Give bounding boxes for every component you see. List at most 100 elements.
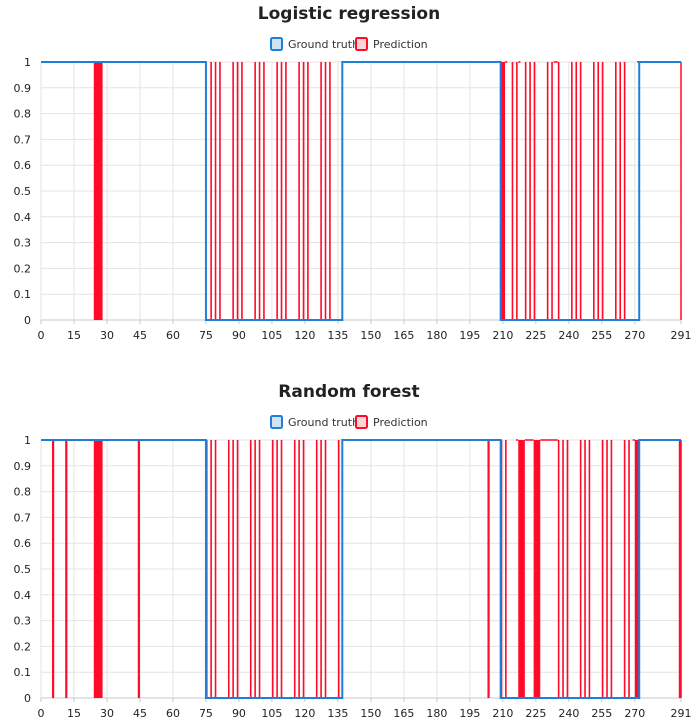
- x-tick-label: 150: [360, 707, 381, 720]
- x-tick-label: 210: [492, 329, 513, 342]
- prediction-spike: [258, 440, 261, 698]
- x-tick-label: 15: [67, 329, 81, 342]
- prediction-spike: [533, 440, 541, 698]
- y-tick-label: 0.3: [14, 237, 32, 250]
- prediction-spike: [562, 440, 564, 698]
- legend-swatch[interactable]: [270, 415, 283, 429]
- prediction-spike: [601, 440, 604, 698]
- prediction-spike: [51, 440, 55, 698]
- x-tick-label: 270: [624, 707, 645, 720]
- legend-swatch[interactable]: [355, 37, 368, 51]
- y-tick-label: 0.3: [14, 615, 32, 628]
- x-tick-label: 270: [624, 329, 645, 342]
- prediction-spike: [487, 440, 490, 698]
- prediction-spike: [298, 440, 300, 698]
- prediction-spike: [320, 62, 322, 320]
- prediction-spike: [337, 440, 340, 698]
- prediction-spike: [219, 62, 221, 320]
- x-tick-label: 195: [459, 329, 480, 342]
- prediction-spike: [258, 62, 261, 320]
- prediction-spike: [588, 440, 591, 698]
- prediction-spike: [320, 440, 322, 698]
- prediction-spike: [601, 62, 604, 320]
- x-tick-label: 165: [393, 329, 414, 342]
- y-tick-label: 0.9: [14, 460, 32, 473]
- prediction-spike: [546, 62, 549, 320]
- legend-label[interactable]: Prediction: [373, 38, 428, 51]
- prediction-spike: [678, 440, 681, 698]
- y-tick-label: 0.1: [14, 288, 32, 301]
- ground-truth-line: [41, 439, 681, 699]
- legend-swatch[interactable]: [355, 415, 368, 429]
- legend-swatch[interactable]: [270, 37, 283, 51]
- y-tick-label: 0.7: [14, 133, 32, 146]
- prediction-spike: [571, 62, 573, 320]
- x-tick-label: 150: [360, 329, 381, 342]
- y-tick-label: 0.6: [14, 159, 32, 172]
- y-tick-label: 0.5: [14, 563, 32, 576]
- prediction-spike: [236, 62, 239, 320]
- prediction-spike: [227, 440, 230, 698]
- chart-title: Logistic regression: [258, 4, 440, 24]
- prediction-spike: [557, 440, 560, 698]
- prediction-spike: [329, 62, 331, 320]
- prediction-spike: [615, 62, 617, 320]
- y-tick-label: 0.8: [14, 108, 32, 121]
- prediction-spike: [210, 62, 212, 320]
- prediction-spike: [628, 440, 630, 698]
- prediction-spike: [579, 62, 582, 320]
- prediction-spike: [551, 62, 553, 320]
- prediction-spike: [324, 62, 327, 320]
- legend-label[interactable]: Ground truth: [288, 416, 359, 429]
- prediction-spike: [276, 440, 278, 698]
- prediction-spike: [93, 62, 103, 320]
- legend-label[interactable]: Ground truth: [288, 38, 359, 51]
- prediction-spike: [285, 62, 287, 320]
- chart-title: Random forest: [278, 382, 419, 402]
- prediction-spike: [241, 62, 243, 320]
- x-tick-label: 60: [166, 707, 180, 720]
- legend-label[interactable]: Prediction: [373, 416, 428, 429]
- y-tick-label: 0.2: [14, 262, 32, 275]
- y-tick-label: 0.4: [14, 589, 32, 602]
- chart-1: Random forest Ground truth Prediction 0 0.1 0…: [14, 382, 691, 720]
- x-tick-label: 210: [492, 707, 513, 720]
- x-tick-label: 75: [199, 329, 213, 342]
- prediction-spike: [610, 440, 613, 698]
- prediction-spike: [214, 62, 217, 320]
- prediction-spike: [557, 62, 560, 320]
- y-tick-label: 0.2: [14, 640, 32, 653]
- x-tick-label: 240: [558, 329, 579, 342]
- prediction-spike: [579, 440, 582, 698]
- x-tick-label: 165: [393, 707, 414, 720]
- x-tick-label: 45: [133, 329, 147, 342]
- prediction-spike: [500, 62, 506, 320]
- prediction-spike: [271, 440, 274, 698]
- prediction-spike: [623, 440, 626, 698]
- prediction-spike: [533, 62, 536, 320]
- ground-truth-line: [41, 61, 681, 321]
- y-tick-label: 0.8: [14, 486, 32, 499]
- prediction-spike: [324, 440, 327, 698]
- x-tick-label: 120: [294, 329, 315, 342]
- y-tick-label: 0: [24, 692, 31, 705]
- prediction-spike: [280, 62, 283, 320]
- prediction-spike: [516, 62, 518, 320]
- prediction-spike: [214, 440, 217, 698]
- x-tick-label: 291: [671, 329, 691, 342]
- prediction-spike: [263, 62, 265, 320]
- prediction-spike: [280, 440, 283, 698]
- x-tick-label: 45: [133, 707, 147, 720]
- x-tick-label: 255: [591, 707, 612, 720]
- prediction-spike: [137, 440, 140, 698]
- chart-0: Logistic regression Ground truth Predictio…: [14, 4, 691, 342]
- x-tick-label: 240: [558, 707, 579, 720]
- prediction-spike: [597, 62, 600, 320]
- x-tick-label: 90: [232, 329, 246, 342]
- prediction-spike: [575, 62, 578, 320]
- prediction-spike: [606, 440, 608, 698]
- x-tick-label: 195: [459, 707, 480, 720]
- prediction-spike: [276, 62, 278, 320]
- prediction-spike: [254, 62, 256, 320]
